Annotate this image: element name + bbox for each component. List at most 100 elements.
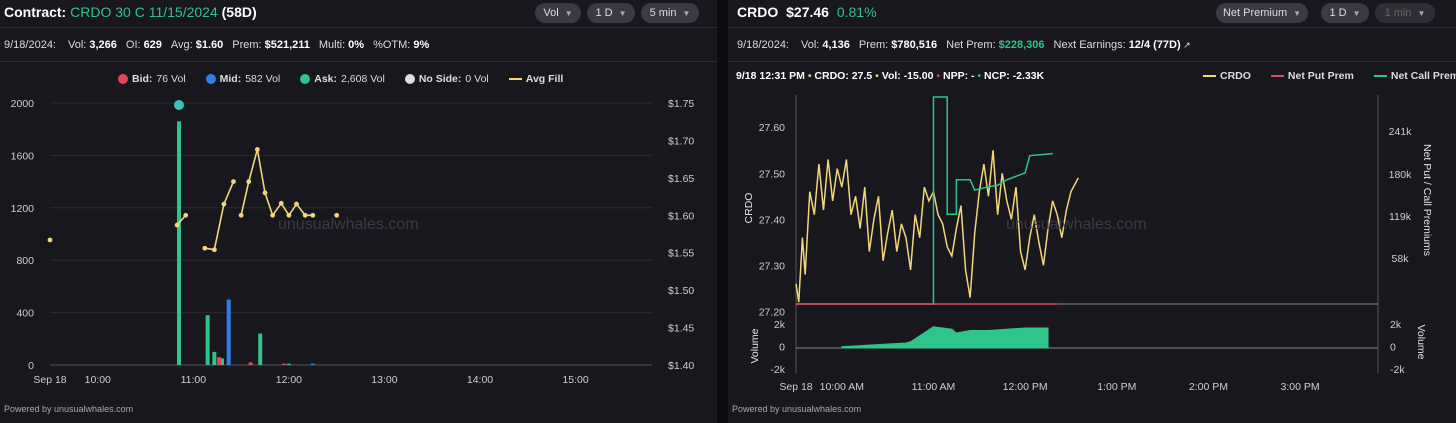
legend-name: No Side:	[418, 73, 462, 85]
legend-item[interactable]: Avg Fill	[508, 73, 564, 85]
stat-label: Vol:	[801, 39, 820, 51]
range-dropdown[interactable]: 1 D ▼	[1321, 3, 1369, 23]
y2-tick-label: $1.65	[668, 173, 694, 185]
y2-tick-label: 58k	[1392, 253, 1410, 265]
y-tick-label: 1200	[11, 203, 35, 215]
legend-swatch	[404, 74, 415, 84]
right-panel: CRDO $27.46 0.81% Net Premium ▼ 1 D ▼ 1 mi…	[728, 0, 1456, 423]
chevron-down-icon: ▼	[1352, 8, 1361, 18]
contract-days: (58D)	[221, 4, 257, 20]
legend-item[interactable]: CRDO	[1203, 70, 1251, 82]
avg-fill-point	[47, 237, 53, 243]
stat-value: $228,306	[998, 39, 1045, 51]
bid-volume-bar	[217, 357, 222, 365]
stat-item: Prem: $521,211	[232, 39, 310, 51]
ticker-change: 0.81%	[836, 4, 877, 20]
legend-value: 582 Vol	[245, 73, 281, 85]
x-tick-label: 2:00 PM	[1189, 381, 1228, 393]
legend-value: 0 Vol	[465, 73, 489, 85]
x-tick-label: 12:00 PM	[1003, 381, 1048, 393]
ticker-symbol: CRDO	[737, 4, 779, 20]
chevron-down-icon: ▼	[1293, 8, 1302, 18]
avg-fill-point	[254, 147, 260, 152]
watermark: unusualwhales.com	[1006, 216, 1147, 233]
x-tick-label: 10:00	[85, 374, 111, 386]
metric-dropdown[interactable]: Vol ▼	[535, 3, 581, 23]
legend-swatch	[205, 74, 216, 84]
interval-dropdown[interactable]: 1 min ▼	[1375, 3, 1435, 23]
stat-value: $1.60	[195, 39, 224, 51]
avg-fill-point	[174, 222, 180, 228]
legend-item[interactable]: Net Put Prem	[1270, 70, 1354, 82]
avg-fill-point	[334, 212, 340, 218]
volume-fill-chart: 0 400 800 1200 1600 2000 $1.40 $1.45 $1.50 $1.55 $…	[11, 98, 695, 386]
right-stats-bar: 9/18/2024: Vol: 4,136 Prem: $780,516 Net Prem…	[737, 39, 1209, 51]
left-legend: Bid: 76 Vol Mid: 582 Vol Ask: 2,608 Vol No Sid…	[118, 73, 563, 85]
avg-fill-point	[270, 212, 276, 218]
contract-title: Contract: CRDO 30 C 11/15/2024 (58D)	[4, 4, 257, 20]
y2-axis-title: Net Put / Call Premiums	[1421, 144, 1433, 256]
stat-item: Vol: 3,266	[68, 39, 117, 51]
divider	[728, 61, 1456, 62]
external-link-icon[interactable]: ↗	[1180, 40, 1191, 50]
avg-fill-point	[231, 179, 236, 184]
volume-tick-label-right: 2k	[1390, 319, 1402, 331]
legend-item[interactable]: Bid: 76 Vol	[118, 73, 186, 85]
legend-item[interactable]: Ask: 2,608 Vol	[300, 73, 385, 85]
avg-fill-point	[211, 247, 217, 253]
y-tick-label: 1600	[11, 150, 35, 162]
stat-label: Net Prem:	[946, 39, 996, 51]
left-stats-bar: 9/18/2024: Vol: 3,266 OI: 629 Avg: $1.60 Prem: $…	[4, 39, 438, 51]
y2-tick-label: 241k	[1389, 126, 1413, 138]
legend-value: 2,608 Vol	[341, 73, 385, 85]
legend-value: 76 Vol	[156, 73, 186, 85]
volume-tick-label: 0	[779, 342, 785, 354]
right-header: CRDO $27.46 0.81% Net Premium ▼ 1 D ▼ 1 mi…	[728, 0, 1456, 28]
stat-value: 3,266	[89, 39, 117, 51]
legend-swatch	[1203, 75, 1216, 77]
avg-fill-point	[294, 201, 299, 207]
legend-item[interactable]: Net Call Prem	[1373, 70, 1456, 82]
interval-dropdown-label: 5 min	[649, 7, 677, 19]
stat-label: Multi:	[318, 39, 346, 51]
y-tick-label: 27.30	[759, 260, 785, 272]
stat-label: 9/18/2024:	[4, 39, 56, 51]
chevron-down-icon: ▼	[564, 8, 573, 18]
avg-fill-point	[302, 212, 308, 218]
ask-volume-bar	[177, 121, 181, 365]
stat-label: 9/18/2024:	[737, 39, 789, 51]
left-header: Contract: CRDO 30 C 11/15/2024 (58D) Vol…	[0, 0, 717, 28]
chart-type-dropdown[interactable]: Net Premium ▼	[1216, 3, 1308, 23]
y2-tick-label: $1.50	[668, 285, 694, 297]
hover-vol: Vol: -15.00	[881, 70, 934, 82]
x-tick-label: Sep 18	[33, 374, 66, 386]
stat-value: $521,211	[264, 39, 310, 51]
net-premium-chart: 27.20 27.30 27.40 27.50 27.60 CRDO 58k 119k 180k…	[743, 95, 1433, 393]
range-dropdown[interactable]: 1 D ▼	[587, 3, 635, 23]
legend-swatch	[508, 78, 522, 80]
legend-item[interactable]: Mid: 582 Vol	[205, 73, 281, 85]
y-tick-label: 800	[16, 255, 34, 267]
volume-tick-label-right: 0	[1390, 342, 1396, 354]
chevron-down-icon: ▼	[682, 8, 691, 18]
legend-name: Avg Fill	[525, 73, 564, 85]
legend-item[interactable]: No Side: 0 Vol	[404, 73, 489, 85]
avg-fill-line	[240, 149, 313, 218]
range-dropdown-label: 1 D	[595, 7, 613, 19]
legend-name: Bid:	[132, 73, 153, 85]
hover-npp: NPP: -	[943, 70, 975, 82]
y-tick-label: 27.20	[759, 306, 785, 318]
y-tick-label: 27.60	[759, 122, 785, 134]
avg-fill-point	[262, 190, 268, 196]
ask-volume-bar	[220, 358, 224, 365]
x-tick-label: 10:00 AM	[820, 381, 864, 393]
stat-label: %OTM:	[373, 39, 411, 51]
sweep-marker-icon	[174, 100, 184, 110]
interval-dropdown[interactable]: 5 min ▼	[641, 3, 699, 23]
stat-value: 0%	[348, 39, 365, 51]
contract-name[interactable]: CRDO 30 C 11/15/2024	[70, 4, 218, 20]
hover-ncp: NCP: -2.33K	[984, 70, 1045, 82]
right-legend: CRDO Net Put Prem Net Call Prem	[1203, 70, 1456, 82]
legend-name: Mid:	[219, 73, 242, 85]
x-tick-label: 3:00 PM	[1281, 381, 1320, 393]
